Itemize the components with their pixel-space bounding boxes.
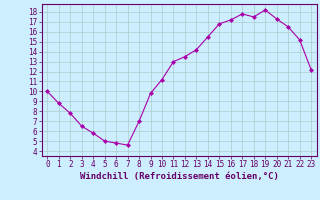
- X-axis label: Windchill (Refroidissement éolien,°C): Windchill (Refroidissement éolien,°C): [80, 172, 279, 181]
